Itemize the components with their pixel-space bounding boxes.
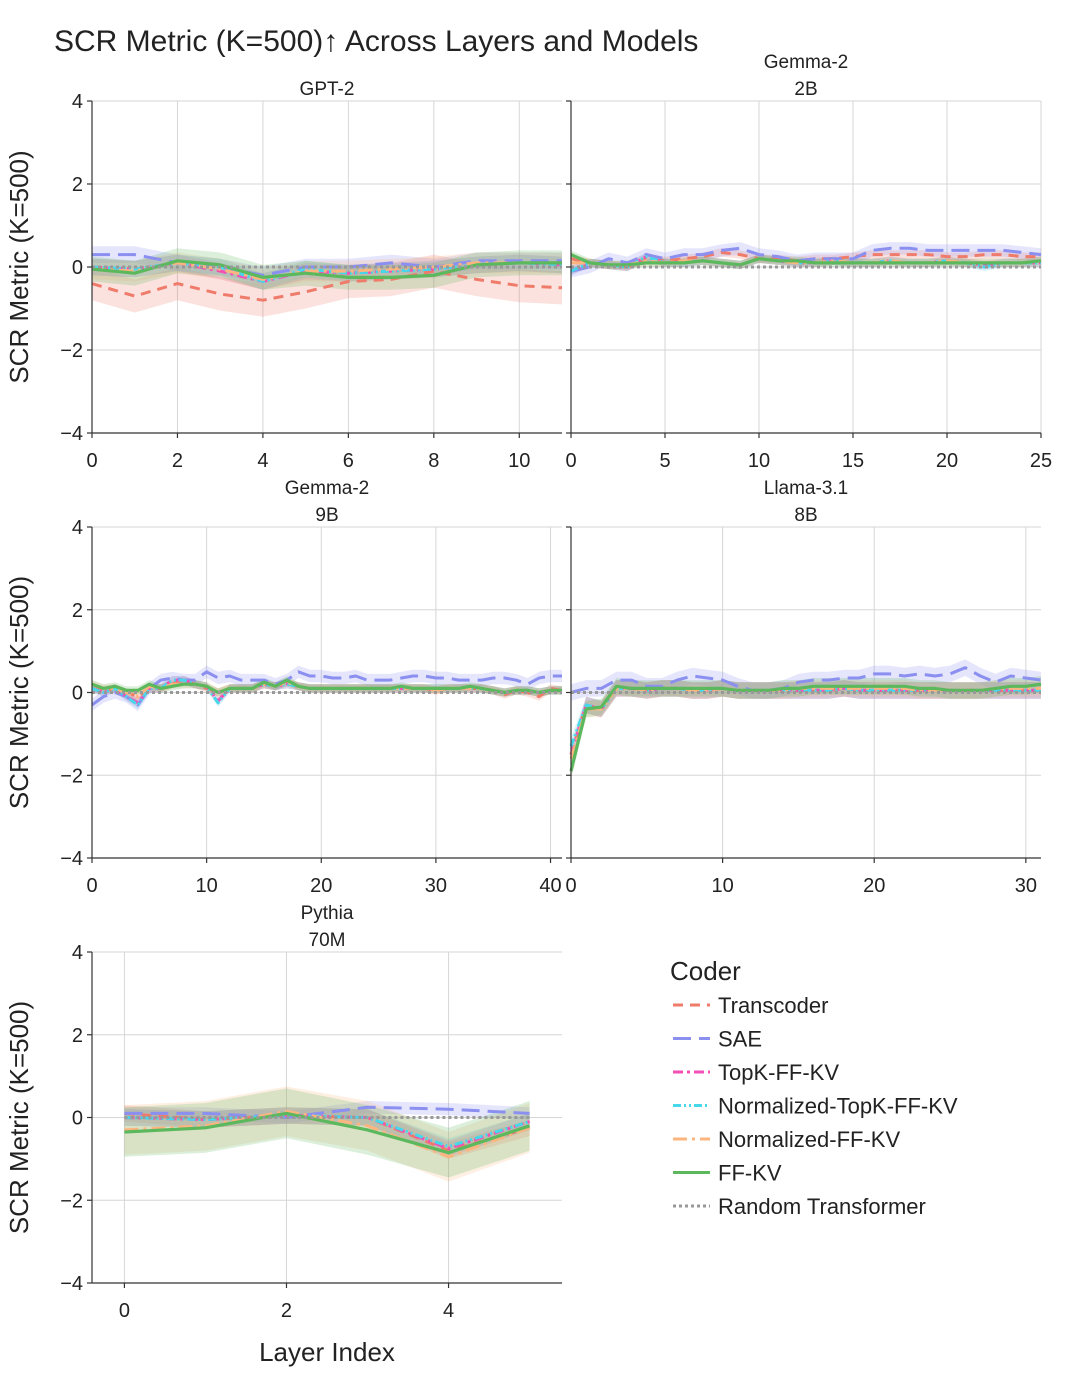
legend-item: SAE xyxy=(673,1027,762,1052)
series-line-ff-kv xyxy=(91,259,562,279)
subplot-title: 2B xyxy=(794,79,817,100)
series-line-normalized-ff-kv xyxy=(124,1109,531,1159)
x-tick-label: 20 xyxy=(310,875,332,897)
x-axis-label: Layer Index xyxy=(259,1337,395,1367)
legend-title: Coder xyxy=(670,956,741,986)
legend-item: Random Transformer xyxy=(673,1194,926,1219)
legend-label: Transcoder xyxy=(718,993,828,1018)
x-tick-label: 0 xyxy=(565,450,576,472)
x-tick-label: 4 xyxy=(443,1300,454,1322)
x-tick-label: 10 xyxy=(748,450,770,472)
subplot-title: 8B xyxy=(794,505,817,526)
y-tick-label: 4 xyxy=(72,517,83,539)
legend-item: Transcoder xyxy=(673,993,828,1018)
y-axis-label: SCR Metric (K=500) xyxy=(4,576,34,809)
subplot-title: Gemma-2 xyxy=(764,52,848,73)
series-line-sae xyxy=(570,246,1042,273)
x-tick-label: 15 xyxy=(842,450,864,472)
y-tick-label: 2 xyxy=(72,600,83,622)
series-line-normalized-ff-kv xyxy=(569,686,1041,760)
subplot-title: Llama-3.1 xyxy=(764,478,849,499)
legend-label: TopK-FF-KV xyxy=(718,1060,839,1085)
x-tick-label: 0 xyxy=(86,450,97,472)
band-ff-kv xyxy=(92,676,562,697)
series-line-ff-kv xyxy=(91,678,562,695)
x-tick-label: 2 xyxy=(281,1300,292,1322)
x-tick-label: 20 xyxy=(863,875,885,897)
series-line-topk-ff-kv xyxy=(569,686,1041,756)
series-line-transcoder xyxy=(91,269,563,302)
legend-label: Normalized-TopK-FF-KV xyxy=(718,1094,958,1119)
x-tick-label: 10 xyxy=(508,450,530,472)
y-tick-label: −4 xyxy=(60,1273,83,1295)
subplot-title: 9B xyxy=(315,505,338,526)
y-tick-label: −2 xyxy=(60,340,83,362)
legend: Coder Transcoder SAE TopK-FF-KV Normalized-… xyxy=(670,956,958,1219)
series-line-sae xyxy=(124,1105,530,1119)
series-line-ff-kv xyxy=(569,682,1042,772)
subplot-title: Pythia xyxy=(301,903,354,924)
panel-5: −4 −2 0 2 4 0 2 4 Pythia 70M SCR Metric (K=500) xyxy=(4,903,562,1322)
subplot-title: 70M xyxy=(309,930,346,951)
legend-label: FF-KV xyxy=(718,1161,782,1186)
y-tick-label: −2 xyxy=(60,765,83,787)
x-tick-label: 0 xyxy=(86,875,97,897)
y-tick-label: −4 xyxy=(60,848,83,870)
x-tick-label: 2 xyxy=(172,450,183,472)
x-tick-label: 6 xyxy=(343,450,354,472)
x-tick-label: 0 xyxy=(565,875,576,897)
series-line-sae xyxy=(91,670,562,707)
panel-4: 0 10 20 30 Llama-3.1 8B xyxy=(565,478,1042,897)
legend-item: Normalized-FF-KV xyxy=(673,1127,900,1152)
y-tick-label: −2 xyxy=(60,1190,83,1212)
y-tick-label: 4 xyxy=(72,91,83,113)
x-tick-label: 30 xyxy=(425,875,447,897)
x-tick-label: 20 xyxy=(936,450,958,472)
band-normalized-ff-kv xyxy=(124,1086,530,1182)
y-tick-label: 0 xyxy=(72,683,83,705)
legend-item: Normalized-TopK-FF-KV xyxy=(673,1094,958,1119)
x-tick-label: 10 xyxy=(196,875,218,897)
figure-title: SCR Metric (K=500)↑ Across Layers and Mo… xyxy=(54,25,698,58)
y-tick-label: 2 xyxy=(72,174,83,196)
band-sae xyxy=(92,246,562,284)
y-tick-label: −4 xyxy=(60,423,83,445)
x-tick-label: 8 xyxy=(428,450,439,472)
legend-label: Random Transformer xyxy=(718,1194,926,1219)
y-tick-label: 2 xyxy=(72,1025,83,1047)
band-ff-kv xyxy=(92,248,562,290)
band-ff-kv xyxy=(124,1088,530,1178)
x-tick-label: 30 xyxy=(1015,875,1037,897)
band-sae xyxy=(92,665,562,712)
series-line-normalized-topk-ff-kv xyxy=(124,1113,531,1148)
legend-label: Normalized-FF-KV xyxy=(718,1127,900,1152)
series-line-ff-kv xyxy=(570,253,1042,267)
legend-item: FF-KV xyxy=(673,1161,782,1186)
y-tick-label: 0 xyxy=(72,1108,83,1130)
x-tick-label: 0 xyxy=(119,1300,130,1322)
x-tick-label: 4 xyxy=(257,450,268,472)
panel-2: 0 5 10 15 20 25 Gemma-2 2B xyxy=(565,52,1052,472)
y-tick-label: 4 xyxy=(72,942,83,964)
series-line-sae xyxy=(570,666,1042,694)
subplot-title: Gemma-2 xyxy=(285,478,369,499)
legend-item: TopK-FF-KV xyxy=(673,1060,839,1085)
panel-1: −4 −2 0 2 4 0 2 4 6 8 10 GPT-2 SCR Metric (K=500) xyxy=(4,79,563,472)
y-tick-label: 0 xyxy=(72,257,83,279)
x-tick-label: 40 xyxy=(539,875,561,897)
y-axis-label: SCR Metric (K=500) xyxy=(4,150,34,383)
subplot-title: GPT-2 xyxy=(300,79,355,100)
x-tick-label: 10 xyxy=(711,875,733,897)
x-tick-label: 5 xyxy=(659,450,670,472)
series-line-ff-kv xyxy=(124,1111,531,1155)
y-axis-label: SCR Metric (K=500) xyxy=(4,1001,34,1234)
x-tick-label: 25 xyxy=(1030,450,1052,472)
legend-label: SAE xyxy=(718,1027,762,1052)
